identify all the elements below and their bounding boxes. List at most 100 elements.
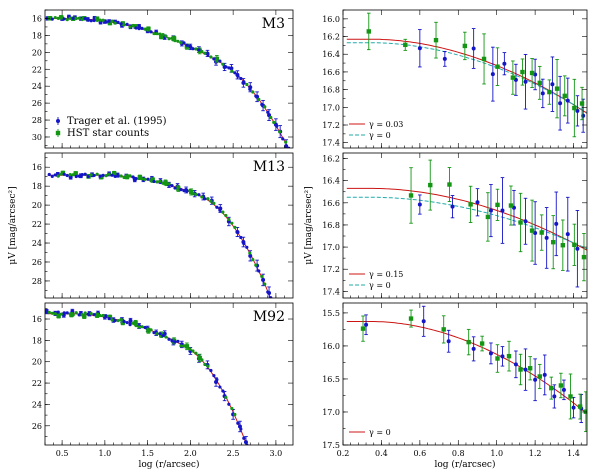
dense-point xyxy=(191,47,195,51)
dense-point xyxy=(113,318,117,323)
dense-point xyxy=(164,335,168,339)
dense-point xyxy=(230,406,234,411)
y-axis-label: μV [mag/arcsec²] xyxy=(8,186,18,264)
dense-point xyxy=(122,175,126,180)
trager-point xyxy=(500,346,505,367)
trager-point xyxy=(243,436,248,445)
dense-point xyxy=(188,44,192,48)
dense-point xyxy=(146,329,150,333)
dense-point xyxy=(98,18,102,22)
dense-point xyxy=(95,314,99,318)
dense-point xyxy=(134,177,138,181)
trager-point xyxy=(552,384,557,409)
trager-point xyxy=(575,210,580,288)
dense-point xyxy=(137,176,141,181)
x-tick-label: 0.8 xyxy=(452,449,465,458)
dense-point xyxy=(104,174,108,178)
dense-point xyxy=(89,19,93,23)
dense-point xyxy=(188,188,192,193)
x-axis-label: log (r/arcsec) xyxy=(435,459,496,470)
dense-point xyxy=(248,251,252,255)
legend: Trager et al. (1995)HST star counts xyxy=(55,116,167,139)
dense-point xyxy=(203,197,207,201)
dense-point xyxy=(236,421,240,425)
hst-point xyxy=(558,372,564,399)
trager-point xyxy=(364,314,369,336)
dense-point xyxy=(227,66,231,70)
trager-point xyxy=(571,396,576,419)
dense-point xyxy=(71,16,75,20)
dense-point xyxy=(83,16,87,21)
hst-point xyxy=(560,219,566,271)
dense-point xyxy=(164,182,168,187)
panel-title: M3 xyxy=(262,16,285,32)
dense-point xyxy=(266,290,270,294)
dense-point xyxy=(68,312,72,316)
dense-point xyxy=(134,26,138,30)
hst-point xyxy=(581,233,587,282)
y-tick-label: 17.2 xyxy=(322,121,340,130)
dense-point xyxy=(86,312,90,316)
dense-point xyxy=(245,245,249,249)
dense-point xyxy=(158,32,162,36)
dense-point xyxy=(194,47,198,51)
hst-point xyxy=(441,315,446,344)
trager-point xyxy=(523,53,528,110)
dense-point xyxy=(161,181,165,185)
trager-point xyxy=(565,77,570,124)
y-tick-label: 17.0 xyxy=(322,103,340,112)
hst-point xyxy=(56,313,61,319)
x-tick-label: 0.2 xyxy=(337,449,350,458)
legend-gamma: γ = 0 xyxy=(369,131,391,140)
dense-point xyxy=(278,130,282,134)
dense-point xyxy=(170,339,174,343)
dense-point xyxy=(149,179,153,183)
dense-point xyxy=(149,328,153,332)
fit-line-2 xyxy=(346,196,587,250)
y-tick-label: 15.5 xyxy=(322,309,340,318)
dense-point xyxy=(56,310,60,314)
hst-point xyxy=(508,185,514,226)
dense-point xyxy=(65,18,69,22)
dense-point xyxy=(125,22,129,26)
dense-point xyxy=(83,172,87,176)
dense-point xyxy=(92,313,96,317)
y-tick-label: 20 xyxy=(32,358,42,367)
hst-point xyxy=(159,331,164,338)
dense-point xyxy=(215,377,219,382)
dense-point xyxy=(218,208,222,212)
x-tick-label: 2.5 xyxy=(227,449,240,458)
dense-point xyxy=(167,182,171,186)
dense-point xyxy=(185,43,189,47)
trager-point xyxy=(550,56,555,112)
dense-point xyxy=(275,124,279,128)
dense-point xyxy=(221,389,225,393)
dense-point xyxy=(182,344,186,348)
dense-point xyxy=(242,436,246,440)
dense-point xyxy=(185,189,189,193)
dense-point xyxy=(206,197,210,201)
trager-point xyxy=(511,189,516,226)
x-tick-label: 1.2 xyxy=(529,449,542,458)
dense-point xyxy=(218,59,222,63)
fit-line-1 xyxy=(346,38,587,114)
dense-point xyxy=(110,173,114,177)
legend-trager: Trager et al. (1995) xyxy=(67,116,167,127)
hst-point xyxy=(562,75,567,117)
dense-point xyxy=(254,94,258,98)
dense-point xyxy=(59,15,63,19)
dense-point xyxy=(161,334,165,338)
dense-point xyxy=(182,189,186,193)
dense-point xyxy=(137,27,141,31)
dense-point xyxy=(230,221,234,225)
y-tick-label: 22 xyxy=(32,379,42,388)
dense-point xyxy=(80,173,84,177)
dense-point xyxy=(104,314,108,318)
dense-point xyxy=(242,80,246,84)
dense-point xyxy=(188,347,192,351)
y-tick-label: 16.5 xyxy=(322,375,340,384)
hst-point xyxy=(447,167,452,203)
dense-point xyxy=(200,358,204,362)
dense-point xyxy=(251,90,255,94)
dense-point xyxy=(128,323,132,327)
